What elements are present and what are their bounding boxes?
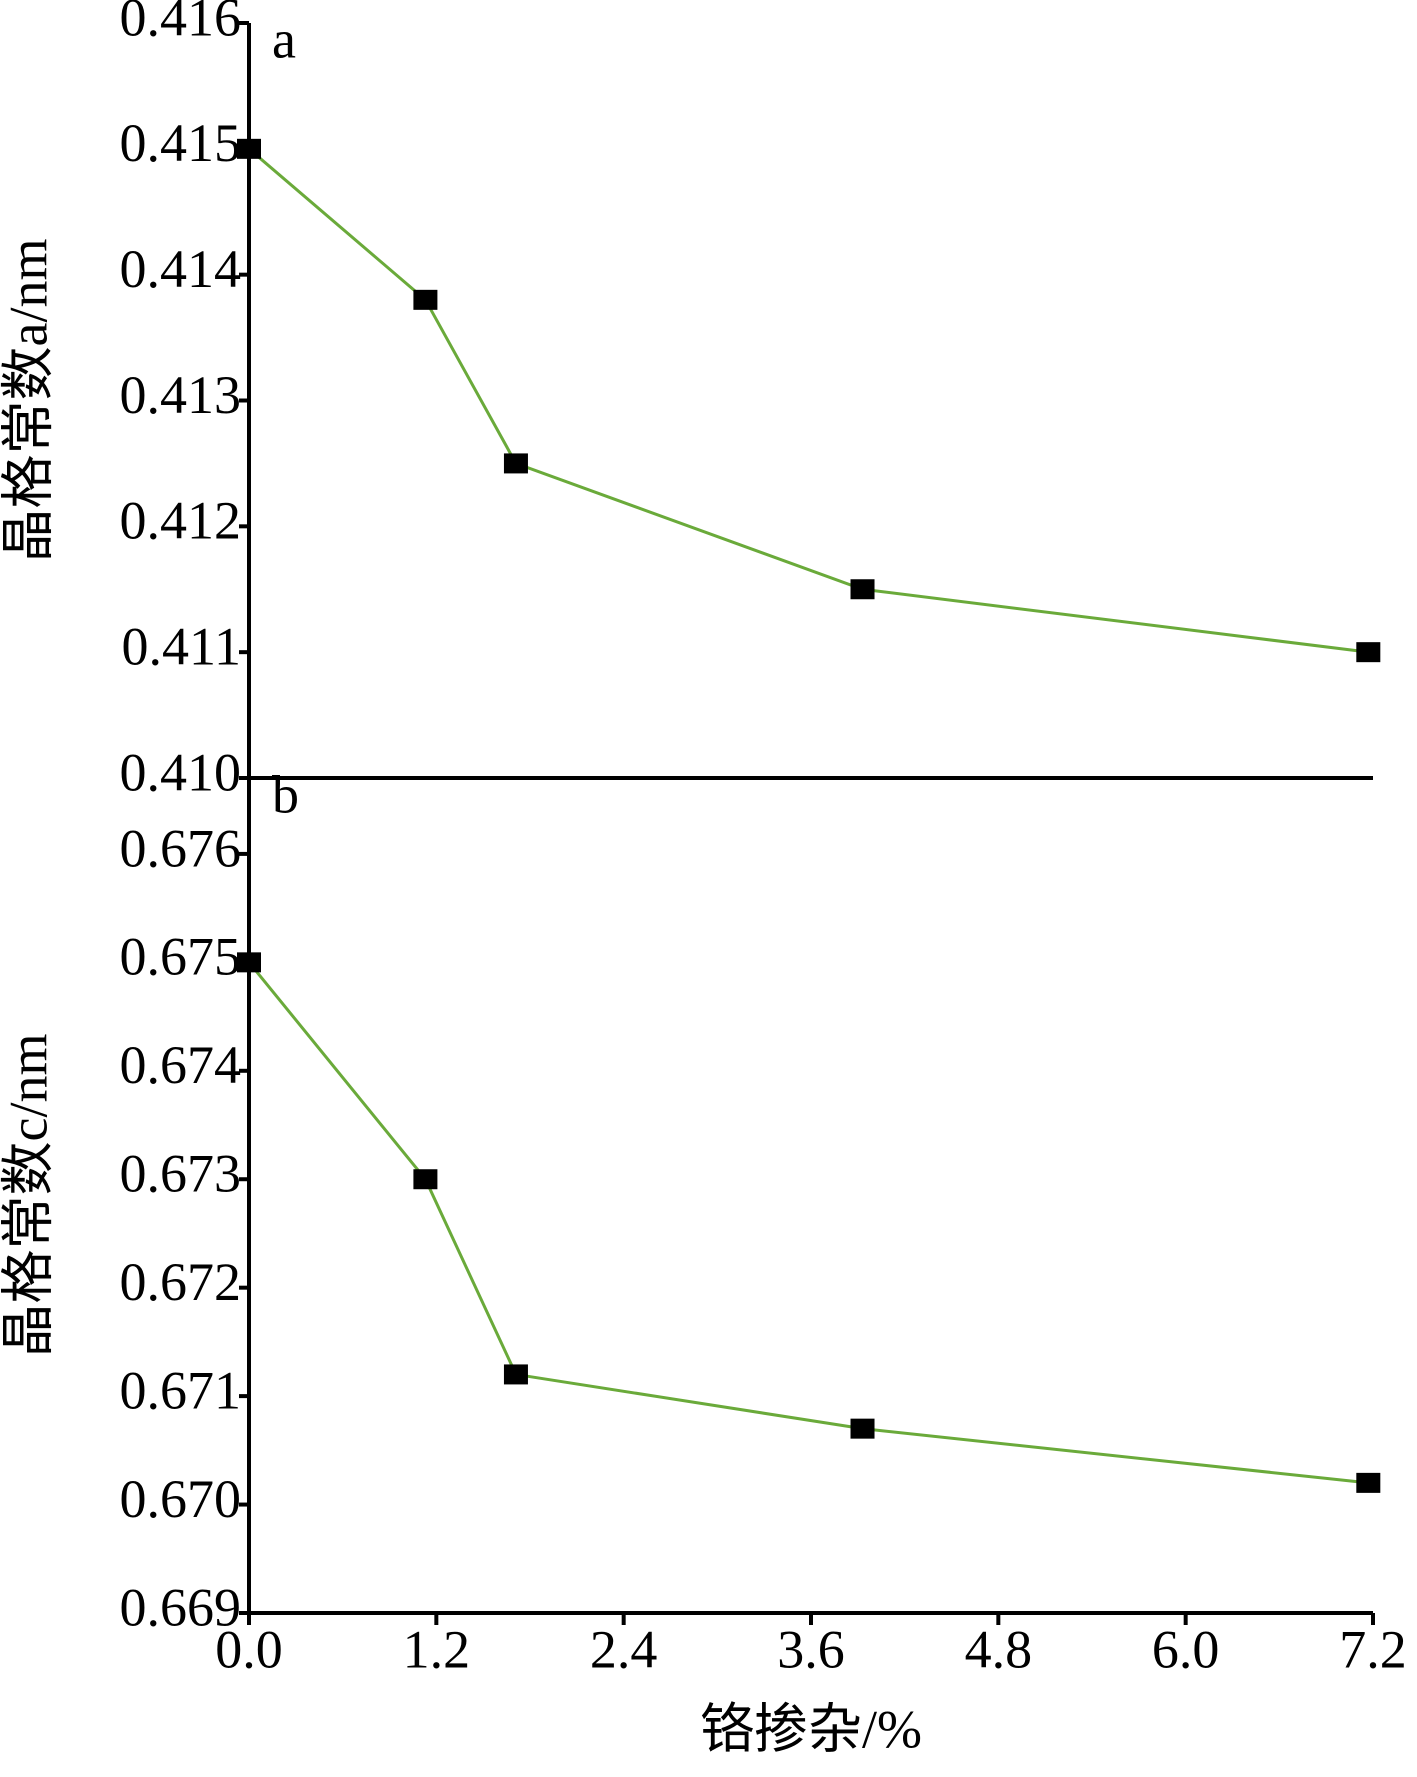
x-tick-label: 0.0 [215, 1619, 283, 1679]
y-tick-label: 0.669 [120, 1577, 242, 1637]
x-tick-label: 6.0 [1152, 1619, 1220, 1679]
y-tick-label: 0.670 [120, 1469, 242, 1529]
y-axis-label: 晶格常数a/nm [0, 239, 58, 563]
x-tick-label: 1.2 [403, 1619, 471, 1679]
y-tick-label: 0.414 [120, 239, 242, 299]
data-marker [413, 289, 438, 310]
data-marker [503, 453, 528, 474]
data-marker [503, 1364, 528, 1385]
data-marker [850, 579, 875, 600]
y-tick-label: 0.411 [122, 617, 242, 677]
data-marker [1356, 642, 1381, 663]
y-tick-label: 0.415 [120, 113, 242, 173]
y-tick-label: 0.413 [120, 365, 242, 425]
data-marker [413, 1169, 438, 1190]
data-line [247, 961, 1369, 1485]
y-tick-label: 0.672 [120, 1252, 242, 1312]
panel-label: a [272, 9, 296, 69]
x-axis-label: 铬掺杂/% [700, 1699, 922, 1759]
data-marker [850, 1418, 875, 1439]
data-marker [1356, 1472, 1381, 1493]
y-tick-label: 0.675 [120, 927, 242, 987]
data-line [248, 147, 1369, 654]
x-tick-label: 2.4 [590, 1619, 658, 1679]
y-axis-label: 晶格常数c/nm [0, 1034, 58, 1358]
y-tick-label: 0.676 [120, 818, 242, 878]
y-tick-label: 0.416 [120, 0, 242, 47]
y-tick-label: 0.673 [120, 1144, 242, 1204]
y-tick-label: 0.412 [120, 491, 242, 551]
x-tick-label: 3.6 [777, 1619, 845, 1679]
data-marker [237, 952, 261, 973]
y-tick-label: 0.671 [120, 1361, 242, 1421]
y-tick-label: 0.410 [120, 742, 242, 802]
data-marker [237, 138, 261, 159]
y-tick-label: 0.674 [120, 1035, 242, 1095]
panel-label: b [272, 764, 299, 824]
x-tick-label: 7.2 [1339, 1619, 1407, 1679]
x-tick-label: 4.8 [965, 1619, 1033, 1679]
